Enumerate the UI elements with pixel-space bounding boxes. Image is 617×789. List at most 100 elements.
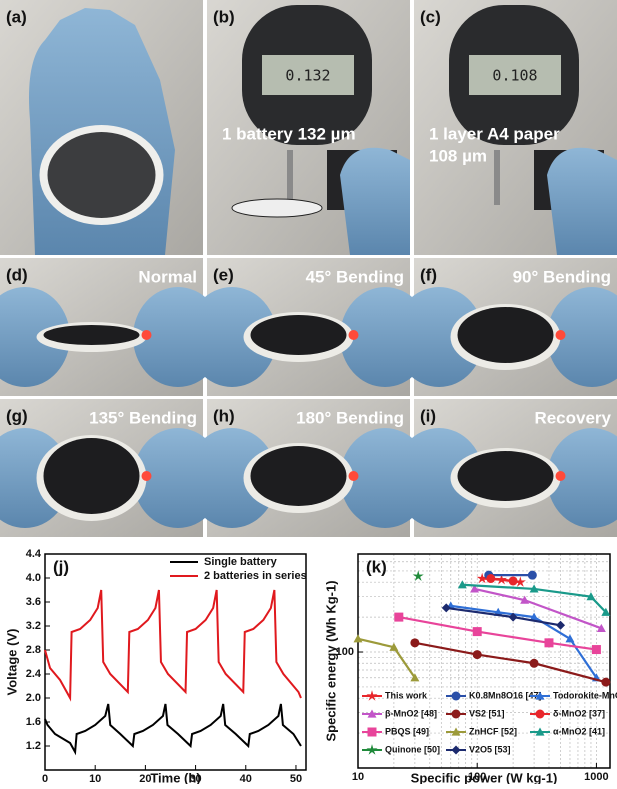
y-tick-label: 3.6	[26, 596, 41, 608]
series-line	[446, 606, 561, 627]
plot-frame	[44, 553, 307, 771]
marker	[472, 650, 482, 660]
gauge-readout: 0.108	[492, 67, 537, 85]
photo-panel: 0.132 (b) 1 battery 132 µm	[207, 0, 410, 255]
marker	[529, 612, 539, 621]
marker	[508, 576, 518, 586]
marker	[520, 595, 530, 604]
x-tick-label: 40	[240, 773, 252, 784]
battery	[457, 451, 554, 501]
marker	[457, 580, 467, 589]
legend-label: β-MnO2 [48]	[385, 708, 437, 718]
legend-marker	[451, 709, 461, 719]
photo-panel: 0.108 (c) 1 layer A4 paper 108 µm	[414, 0, 617, 255]
marker	[353, 634, 363, 643]
photo-panel: (h) 180° Bending	[187, 399, 430, 537]
marker	[529, 584, 539, 593]
spindle	[494, 150, 500, 205]
legend-label: α-MnO2 [41]	[553, 726, 605, 736]
plot-frame	[357, 553, 611, 769]
panel-label: (d)	[6, 265, 28, 284]
series-line	[414, 641, 607, 684]
series-line	[462, 583, 607, 614]
gauge-screen	[469, 55, 561, 95]
marker	[410, 673, 420, 682]
x-tick-label: 20	[139, 773, 151, 784]
glove	[340, 147, 410, 255]
y-tick-label: 1.2	[26, 740, 41, 752]
x-tick-label: 50	[290, 773, 302, 784]
marker	[514, 576, 526, 587]
glove-left	[394, 287, 484, 387]
x-tick-label: 30	[189, 773, 201, 784]
y-tick-label: 4.0	[26, 572, 41, 584]
panel-caption: 135° Bending	[89, 408, 197, 427]
legend-label: Single battery	[204, 556, 278, 568]
led	[348, 330, 359, 340]
glove	[547, 147, 617, 255]
marker	[601, 607, 611, 616]
y-tick-label: 1.6	[26, 716, 41, 728]
panel-caption: Normal	[138, 267, 197, 286]
marker	[591, 645, 601, 655]
series-line	[398, 616, 597, 651]
marker	[389, 642, 399, 651]
charts: 0 10 20 30 40 50 1.2 1.6 2.0 2.4 2.8 3.2 3.6 4.0 4.4 Ti…	[4, 548, 617, 786]
panel-label: (a)	[6, 7, 27, 26]
y-tick-label: 100	[336, 646, 354, 658]
glove-left	[0, 287, 70, 387]
legend-label: This work	[385, 690, 428, 700]
panel-caption: Recovery	[534, 408, 611, 427]
legend-label: Quinone [50]	[385, 744, 440, 754]
photo-panel: (e) 45° Bending	[187, 258, 430, 396]
panel-label: (g)	[6, 406, 28, 425]
legend-label: 2 batteries in series	[204, 570, 307, 582]
legend-label: ZnHCF [52]	[469, 726, 517, 736]
battery	[457, 307, 554, 363]
x-axis-label: Time (h)	[150, 770, 200, 784]
marker	[441, 603, 451, 613]
x-tick-label: 10	[352, 771, 364, 783]
legend-marker	[367, 727, 377, 737]
glove-left	[187, 428, 277, 528]
x-tick-label: 100	[468, 771, 486, 783]
panel-label: (e)	[213, 265, 234, 284]
chart-panel-label: (k)	[366, 557, 387, 576]
panel-caption: 45° Bending	[306, 267, 404, 286]
legend-label: V2O5 [53]	[469, 744, 511, 754]
panel-caption: 1 battery 132 µm	[222, 124, 356, 143]
battery	[250, 315, 347, 355]
battery	[43, 325, 140, 345]
legend-label: δ-MnO2 [37]	[553, 708, 605, 718]
chart-panel-label: (j)	[53, 557, 69, 576]
legend-marker	[367, 709, 377, 718]
series-line	[450, 604, 598, 679]
marker	[529, 658, 539, 668]
led	[555, 330, 566, 340]
y-tick-label: 2.8	[26, 644, 41, 656]
panel-label: (h)	[213, 406, 235, 425]
legend-marker	[451, 727, 461, 736]
legend-marker	[535, 727, 545, 736]
x-tick-label: 1000	[584, 771, 608, 783]
marker	[556, 620, 566, 630]
panel-label: (c)	[420, 7, 441, 26]
legend-label: PBQS [49]	[385, 726, 429, 736]
legend-marker	[535, 709, 545, 719]
photo-panel: (i) Recovery	[394, 399, 617, 537]
marker	[486, 574, 496, 584]
legend-marker	[451, 745, 461, 755]
legend-marker	[366, 690, 378, 701]
panel-caption: 108 µm	[429, 146, 487, 165]
panel-label: (b)	[213, 7, 235, 26]
marker	[544, 638, 554, 648]
glove-left	[187, 287, 277, 387]
marker	[412, 570, 424, 581]
y-tick-label: 2.4	[26, 668, 42, 680]
legend-label: Todorokite-MnO2 [46]	[553, 690, 617, 700]
battery	[250, 446, 347, 506]
legend-marker	[451, 691, 461, 701]
photo-panel: (d) Normal	[0, 258, 223, 396]
